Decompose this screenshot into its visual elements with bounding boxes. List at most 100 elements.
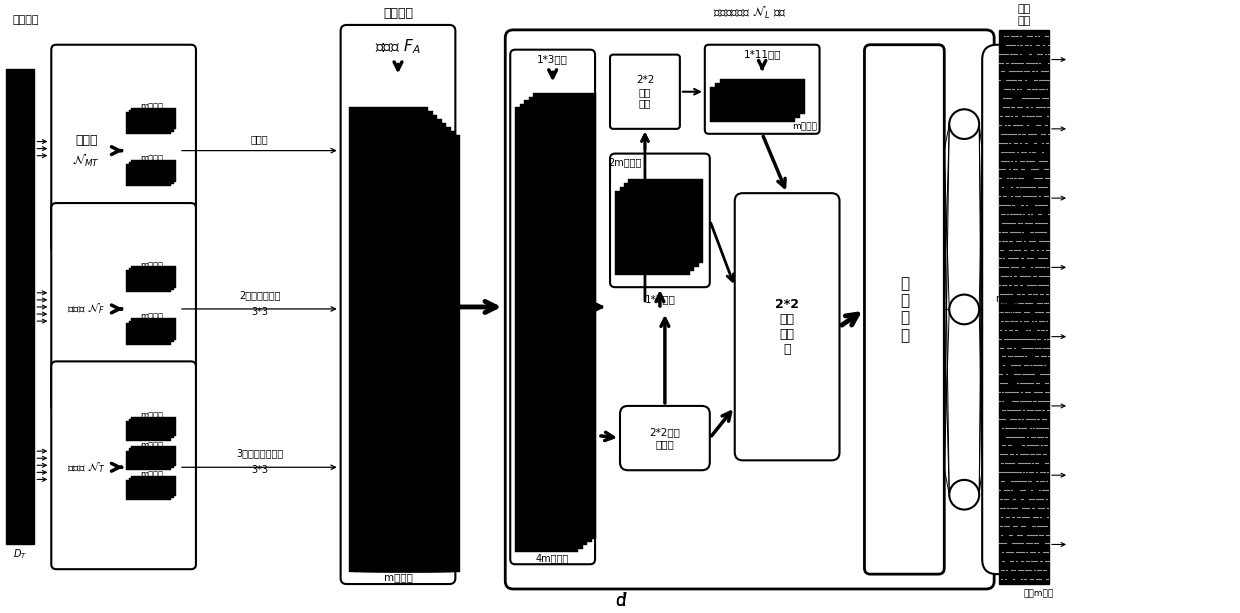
Bar bbox=[624, 183, 699, 267]
Bar bbox=[129, 268, 174, 290]
Text: 子网络 $\mathcal{N}_T$: 子网络 $\mathcal{N}_T$ bbox=[67, 460, 105, 474]
Text: 1*3卷积: 1*3卷积 bbox=[537, 55, 568, 64]
Bar bbox=[629, 180, 703, 264]
Bar bbox=[126, 481, 171, 500]
Text: 2*2
均值
池化: 2*2 均值 池化 bbox=[636, 75, 655, 109]
FancyBboxPatch shape bbox=[341, 25, 455, 584]
Text: 2*2
最大
值池
化: 2*2 最大 值池 化 bbox=[775, 298, 799, 356]
Bar bbox=[516, 107, 578, 552]
Text: 3个部分数据卷积: 3个部分数据卷积 bbox=[236, 449, 284, 459]
Bar bbox=[126, 323, 171, 345]
Text: 2部分数据卷积: 2部分数据卷积 bbox=[239, 290, 280, 300]
Text: m个通道: m个通道 bbox=[140, 313, 164, 321]
Text: m个通道: m个通道 bbox=[140, 102, 164, 112]
FancyBboxPatch shape bbox=[864, 45, 945, 574]
Text: $D_T$: $D_T$ bbox=[14, 547, 27, 562]
FancyBboxPatch shape bbox=[620, 406, 709, 470]
Bar bbox=[126, 270, 171, 292]
Bar bbox=[129, 321, 174, 343]
FancyBboxPatch shape bbox=[982, 45, 1032, 574]
Circle shape bbox=[950, 480, 980, 509]
Text: m个通道: m个通道 bbox=[140, 471, 164, 480]
Circle shape bbox=[950, 295, 980, 324]
Bar bbox=[6, 386, 35, 544]
Bar bbox=[131, 266, 176, 287]
Text: 3*3: 3*3 bbox=[252, 307, 268, 317]
Bar bbox=[365, 119, 441, 572]
Bar bbox=[129, 162, 174, 184]
Text: 2*2平均
值池化: 2*2平均 值池化 bbox=[650, 427, 681, 449]
Bar bbox=[525, 100, 587, 546]
Text: 联合数据网络 $\mathcal{N}_L$ 部分: 联合数据网络 $\mathcal{N}_L$ 部分 bbox=[713, 5, 786, 21]
Bar bbox=[714, 83, 800, 118]
Text: d: d bbox=[615, 592, 625, 610]
Text: m个通道: m个通道 bbox=[140, 441, 164, 450]
Text: m个通道: m个通道 bbox=[792, 123, 817, 131]
Bar bbox=[131, 108, 176, 129]
Bar bbox=[129, 110, 174, 132]
FancyBboxPatch shape bbox=[704, 45, 820, 134]
Text: 输出m个值: 输出m个值 bbox=[1024, 590, 1054, 598]
Text: 4m个通道: 4m个通道 bbox=[536, 554, 569, 563]
Text: 2m个通道: 2m个通道 bbox=[609, 158, 641, 167]
Text: m个通道: m个通道 bbox=[140, 261, 164, 270]
FancyBboxPatch shape bbox=[735, 193, 839, 460]
Bar bbox=[126, 421, 171, 441]
Bar bbox=[348, 107, 429, 572]
Text: $D_F$: $D_F$ bbox=[14, 389, 27, 403]
Text: $\mathcal{N}_{MT}$: $\mathcal{N}_{MT}$ bbox=[72, 152, 100, 169]
FancyBboxPatch shape bbox=[510, 50, 595, 564]
Bar bbox=[533, 93, 596, 538]
Text: 1*7卷积: 1*7卷积 bbox=[645, 294, 676, 304]
Text: 过渡层 $F_A$: 过渡层 $F_A$ bbox=[374, 37, 420, 56]
Circle shape bbox=[950, 109, 980, 139]
Bar bbox=[6, 69, 35, 228]
Text: 数组重组: 数组重组 bbox=[383, 7, 413, 20]
Text: 全连接: 全连接 bbox=[250, 134, 269, 143]
FancyBboxPatch shape bbox=[51, 203, 196, 411]
Bar bbox=[131, 446, 176, 466]
FancyBboxPatch shape bbox=[610, 154, 709, 287]
Bar bbox=[376, 127, 451, 572]
Bar bbox=[131, 417, 176, 436]
Bar bbox=[131, 160, 176, 182]
Text: m个通道: m个通道 bbox=[140, 411, 164, 421]
Bar bbox=[131, 476, 176, 495]
Bar bbox=[131, 318, 176, 340]
Bar bbox=[999, 30, 1049, 584]
Text: 子网络 $\mathcal{N}_F$: 子网络 $\mathcal{N}_F$ bbox=[67, 302, 105, 316]
Bar bbox=[126, 164, 171, 186]
Text: 数据
输出: 数据 输出 bbox=[1018, 4, 1030, 26]
Text: 1*11卷积: 1*11卷积 bbox=[744, 50, 781, 59]
Bar bbox=[719, 79, 805, 114]
Bar bbox=[709, 87, 795, 122]
Bar bbox=[520, 104, 583, 549]
FancyBboxPatch shape bbox=[51, 362, 196, 569]
Text: $D_{MT}$: $D_{MT}$ bbox=[10, 230, 30, 245]
Bar bbox=[615, 191, 689, 275]
Bar bbox=[387, 135, 460, 572]
Bar bbox=[126, 112, 171, 134]
Bar bbox=[528, 97, 591, 542]
Bar bbox=[126, 451, 171, 470]
Text: m个通道: m个通道 bbox=[140, 154, 164, 163]
FancyBboxPatch shape bbox=[51, 45, 196, 253]
Bar bbox=[129, 419, 174, 438]
Bar bbox=[6, 228, 35, 386]
Bar bbox=[382, 131, 455, 572]
FancyBboxPatch shape bbox=[505, 30, 994, 589]
Bar bbox=[129, 478, 174, 498]
Bar bbox=[371, 123, 446, 572]
Bar bbox=[355, 111, 433, 572]
Text: 全
连
接
层: 全 连 接 层 bbox=[900, 276, 909, 343]
Text: 数据输入: 数据输入 bbox=[12, 15, 38, 25]
Bar bbox=[620, 187, 694, 272]
FancyBboxPatch shape bbox=[610, 55, 680, 129]
Text: 3*3: 3*3 bbox=[252, 465, 268, 475]
Text: d: d bbox=[615, 592, 625, 610]
Bar bbox=[129, 449, 174, 468]
Text: n个神经
元的全
连接层: n个神经 元的全 连接层 bbox=[996, 293, 1019, 326]
Text: 子网络: 子网络 bbox=[74, 134, 98, 147]
Text: m个通道: m个通道 bbox=[383, 572, 413, 582]
Bar bbox=[360, 115, 438, 572]
